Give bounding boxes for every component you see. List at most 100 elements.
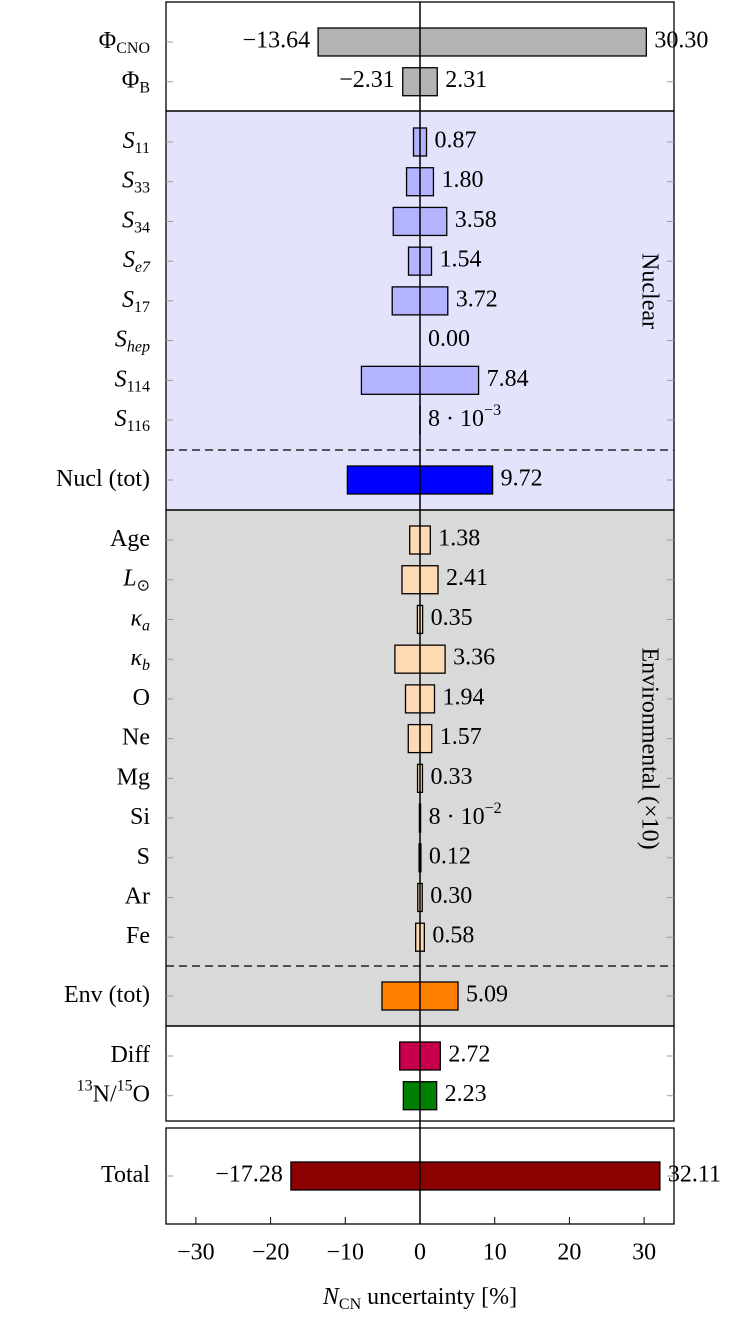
row-label: S17 — [122, 286, 150, 315]
text-segment: hep — [127, 338, 150, 355]
row-label: O — [133, 684, 150, 710]
value-label: 3.72 — [456, 286, 498, 312]
text-segment: Ne — [122, 724, 150, 750]
value-label: 2.23 — [445, 1081, 487, 1107]
row-label: 13N/15O — [77, 1077, 150, 1107]
text-segment: κ — [130, 605, 142, 631]
text-segment: κ — [130, 645, 142, 671]
text-segment: a — [142, 617, 150, 634]
row-label: Age — [110, 526, 150, 552]
value-label: 0.87 — [434, 128, 476, 154]
text-segment: O — [133, 684, 150, 710]
text-segment: e7 — [135, 259, 151, 276]
text-segment: Diff — [110, 1042, 150, 1068]
x-tick-label: −10 — [327, 1240, 365, 1266]
row-label: S34 — [122, 207, 150, 236]
value-label: 30.30 — [654, 28, 708, 54]
value-label: 8 · 10−2 — [429, 800, 502, 830]
value-label: 8 · 10−3 — [428, 402, 501, 432]
row-label: Si — [130, 804, 150, 830]
text-segment: S — [137, 843, 150, 869]
value-label: 2.72 — [448, 1042, 490, 1068]
row-label: S — [137, 843, 150, 869]
row-label: ΦB — [122, 67, 150, 96]
value-label: 0.58 — [432, 923, 474, 949]
value-label: 1.80 — [441, 167, 483, 193]
row-label: L⊙ — [122, 565, 150, 594]
value-label: 32.11 — [668, 1162, 721, 1188]
text-segment: −2 — [485, 800, 502, 817]
bar — [317, 27, 648, 57]
value-label: 1.57 — [440, 724, 482, 750]
text-segment: −3 — [484, 402, 501, 419]
row-label: S33 — [122, 167, 150, 196]
text-segment: 114 — [127, 378, 150, 395]
value-label: −17.28 — [215, 1162, 283, 1188]
row-label: Diff — [110, 1042, 150, 1068]
text-segment: N — [322, 1284, 341, 1310]
value-label: 2.41 — [446, 565, 488, 591]
text-segment: 116 — [127, 418, 150, 435]
x-axis-title: NCN uncertainty [%] — [322, 1284, 517, 1313]
text-segment: 13 — [77, 1077, 93, 1094]
text-segment: 8 · 10 — [428, 406, 484, 432]
text-segment: O — [133, 1081, 150, 1107]
text-segment: 34 — [134, 219, 150, 236]
value-label: 1.38 — [438, 526, 480, 552]
text-segment: S — [115, 366, 127, 392]
value-label: 3.58 — [455, 207, 497, 233]
row-label: S116 — [115, 406, 150, 435]
row-label: Ar — [125, 883, 150, 909]
value-label: 5.09 — [466, 982, 508, 1008]
text-segment: Ar — [125, 883, 150, 909]
value-label: 1.54 — [440, 247, 482, 273]
text-segment: Age — [110, 526, 150, 552]
row-label: Ne — [122, 724, 150, 750]
text-segment: Env (tot) — [64, 982, 150, 1008]
text-segment: 8 · 10 — [429, 804, 485, 830]
value-label: 2.31 — [445, 67, 487, 93]
value-label: 0.33 — [430, 764, 472, 790]
text-segment: L — [122, 565, 136, 591]
value-label: 0.00 — [428, 326, 470, 352]
text-segment: Fe — [126, 923, 150, 949]
value-label: 0.12 — [429, 843, 471, 869]
text-segment: b — [142, 657, 150, 674]
row-label: Total — [101, 1162, 150, 1188]
value-label: 0.35 — [431, 605, 473, 631]
x-tick-label: −20 — [252, 1240, 290, 1266]
text-segment: Nucl (tot) — [56, 466, 150, 492]
text-segment: S — [122, 207, 134, 233]
text-segment: S — [122, 167, 134, 193]
text-segment: 33 — [134, 179, 150, 196]
row-label: S114 — [115, 366, 150, 395]
row-label: Nucl (tot) — [56, 466, 150, 492]
row-label: Shep — [115, 326, 150, 355]
text-segment: 17 — [134, 299, 150, 316]
row-label: κb — [130, 645, 150, 674]
text-segment: Total — [101, 1162, 150, 1188]
text-segment: 15 — [117, 1077, 133, 1094]
x-tick-label: 30 — [632, 1240, 656, 1266]
text-segment: S — [122, 286, 134, 312]
group-label: Environmental (×10) — [636, 648, 662, 850]
text-segment: 11 — [135, 140, 150, 157]
bar — [290, 1161, 661, 1191]
row-label: ΦCNO — [99, 28, 150, 57]
x-tick-label: 0 — [414, 1240, 426, 1266]
value-label: 0.30 — [430, 883, 472, 909]
row-label: κa — [130, 605, 150, 634]
text-segment: uncertainty [%] — [361, 1284, 517, 1310]
value-label: −2.31 — [339, 67, 395, 93]
text-segment: CNO — [116, 40, 150, 57]
row-label: Env (tot) — [64, 982, 150, 1008]
text-segment: N/ — [93, 1081, 117, 1107]
text-segment: S — [123, 128, 135, 154]
text-segment: S — [123, 247, 135, 273]
value-label: 9.72 — [501, 466, 543, 492]
text-segment: Mg — [117, 764, 150, 790]
text-segment: S — [115, 406, 127, 432]
text-segment: CN — [339, 1296, 362, 1313]
text-segment: S — [115, 326, 127, 352]
